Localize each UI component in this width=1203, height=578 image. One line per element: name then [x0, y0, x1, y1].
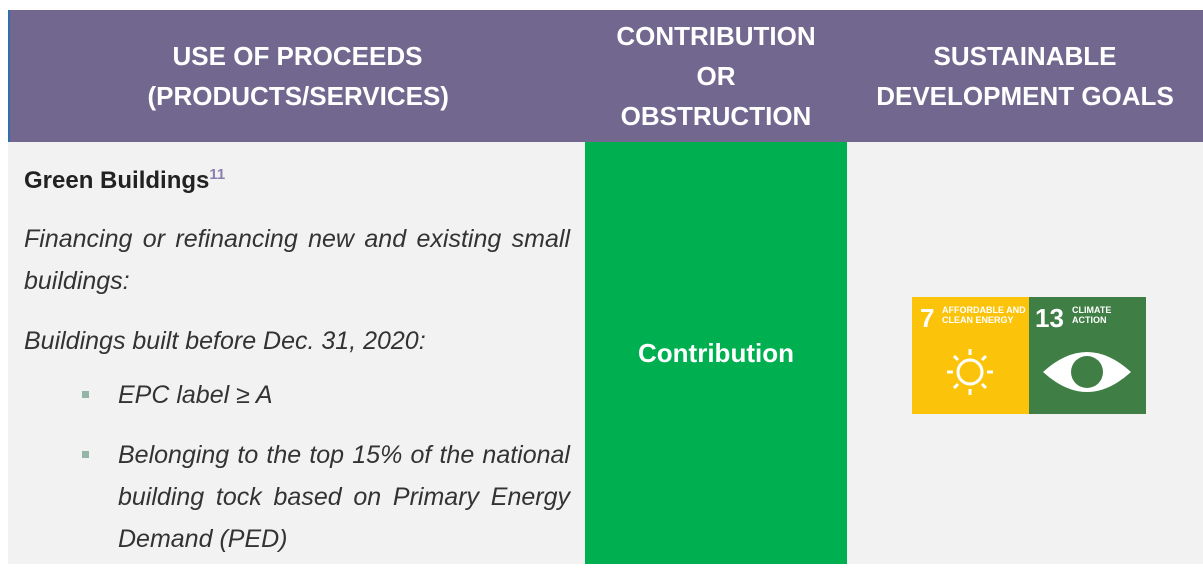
contribution-cell: Contribution — [585, 142, 847, 564]
header-cell: CONTRIBUTION OR OBSTRUCTION — [585, 10, 847, 142]
sdg-cell: 7 AFFORDABLE AND CLEAN ENERGY 13 CLIMATE… — [847, 142, 1203, 564]
eye-earth-icon — [1043, 352, 1131, 392]
header-cell: SUSTAINABLE DEVELOPMENT GOALS — [847, 10, 1203, 142]
table: USE OF PROCEEDS (PRODUCTS/SERVICES) CONT… — [8, 10, 1203, 564]
sdg-number: 7 — [920, 303, 934, 333]
header-text: CONTRIBUTION OR OBSTRUCTION — [616, 21, 816, 131]
sdg-label: AFFORDABLE AND CLEAN ENERGY — [942, 305, 1026, 325]
bullet: Belonging to the top 15% of the national… — [24, 434, 570, 560]
border — [8, 10, 10, 142]
bullet-list: EPC label ≥ A Belonging to the top 15% o… — [24, 374, 570, 578]
use-cell: Green Buildings11 Financing or refinanci… — [8, 142, 585, 564]
contribution-text: Contribution — [638, 337, 794, 368]
sun-icon — [947, 349, 993, 395]
paragraph: Financing or refinancing new and existin… — [24, 225, 570, 295]
sdg-number: 13 — [1035, 303, 1064, 333]
title-text: Green Buildings — [24, 167, 210, 194]
sdg-label: CLIMATE ACTION — [1072, 305, 1112, 325]
row-title: Green Buildings11 — [24, 166, 225, 195]
header-text: USE OF PROCEEDS (PRODUCTS/SERVICES) — [147, 41, 449, 111]
footnote: 11 — [209, 166, 226, 183]
bullet: EPC label ≥ A — [24, 374, 570, 416]
paragraph: Buildings built before Dec. 31, 2020: — [24, 327, 426, 355]
header-text: SUSTAINABLE DEVELOPMENT GOALS — [876, 41, 1174, 111]
header-cell: USE OF PROCEEDS (PRODUCTS/SERVICES) — [10, 10, 585, 142]
sdg-icons: 7 AFFORDABLE AND CLEAN ENERGY 13 CLIMATE… — [912, 297, 1146, 414]
